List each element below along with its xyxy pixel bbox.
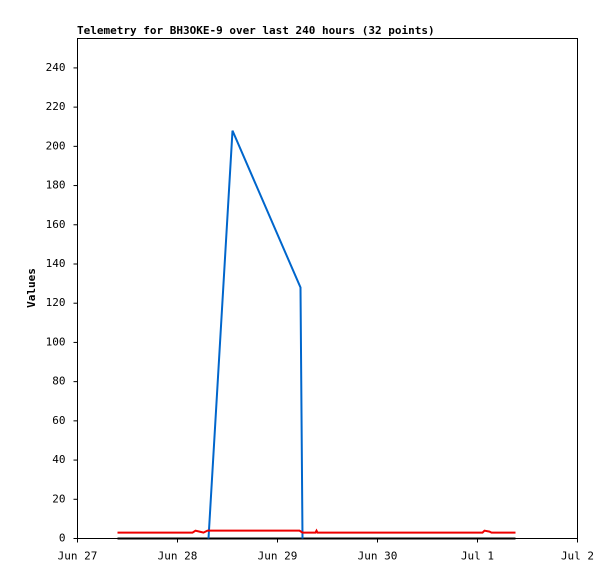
y-tick-label: 180 <box>46 179 66 192</box>
y-tick-label: 40 <box>52 453 65 466</box>
x-tick-label: Jun 30 <box>358 550 398 563</box>
y-tick-label: 80 <box>52 375 65 388</box>
plot-frame <box>77 38 578 539</box>
y-tick-label: 160 <box>46 218 66 231</box>
y-tick-label: 140 <box>46 257 66 270</box>
x-tick-label: Jul 1 <box>461 550 494 563</box>
y-tick-label: 60 <box>52 414 65 427</box>
x-tick-label: Jul 2 <box>561 550 594 563</box>
y-tick-label: 20 <box>52 492 65 505</box>
chart-title: Telemetry for BH3OKE-9 over last 240 hou… <box>77 24 435 37</box>
x-tick-label: Jun 27 <box>58 550 98 563</box>
x-tick-label: Jun 29 <box>258 550 298 563</box>
x-tick-label: Jun 28 <box>158 550 198 563</box>
y-tick-label: 100 <box>46 335 66 348</box>
y-tick-label: 120 <box>46 296 66 309</box>
series-line <box>117 528 516 534</box>
series-line <box>207 130 304 539</box>
y-tick-label: 220 <box>46 100 66 113</box>
y-axis-label: Values <box>25 268 38 308</box>
y-tick-label: 240 <box>46 61 66 74</box>
y-tick-label: 0 <box>59 532 66 545</box>
y-tick-label: 200 <box>46 139 66 152</box>
